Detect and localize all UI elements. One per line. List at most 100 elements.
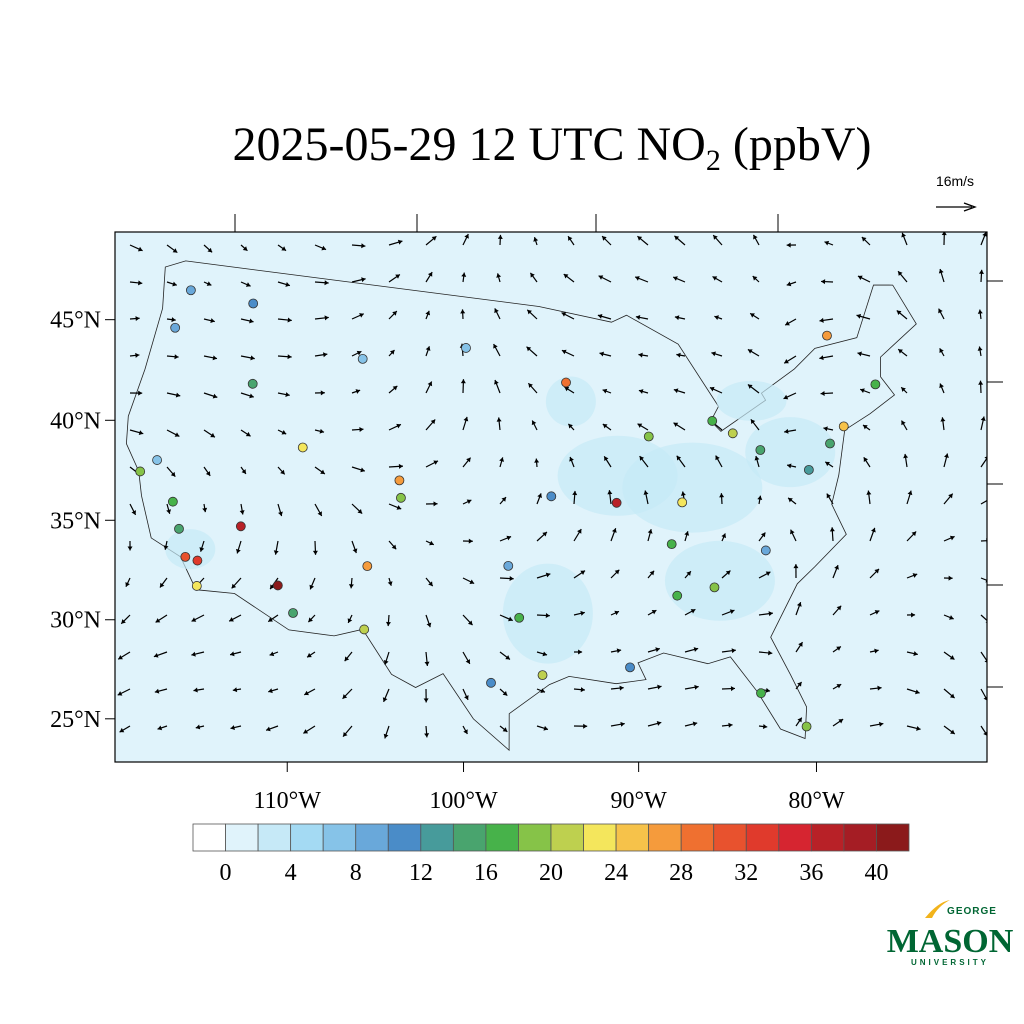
wind-arrow-head (655, 647, 660, 653)
wind-arrow-head (494, 308, 499, 314)
colorbar-box (680, 823, 715, 852)
wind-arrow-head (948, 493, 953, 499)
colorbar-box (290, 823, 324, 852)
wind-arrow-head (273, 550, 279, 555)
wind-arrow (461, 272, 467, 283)
wind-arrow-head (207, 247, 213, 253)
wind-arrow-head (493, 343, 498, 349)
wind-arrow-head (466, 457, 471, 463)
wind-arrow (536, 651, 548, 657)
wind-arrow (824, 240, 834, 246)
wind-arrow-head (898, 349, 903, 354)
wind-arrow (901, 232, 908, 246)
wind-arrow (758, 611, 773, 617)
wind-arrow (314, 352, 328, 358)
wind-arrow (721, 686, 736, 692)
wind-arrow (388, 540, 397, 550)
wind-arrow (906, 490, 913, 505)
wind-arrow-head (602, 424, 608, 429)
wind-arrow (119, 725, 131, 733)
wind-arrow (758, 650, 773, 656)
wind-arrow (240, 466, 247, 475)
wind-arrow (314, 503, 323, 517)
wind-arrow-head (527, 309, 532, 315)
colorbar-tick-label: 0 (220, 860, 232, 886)
wind-arrow-head (977, 309, 983, 314)
wind-arrow-head (788, 497, 793, 503)
wind-arrow (499, 457, 505, 468)
wind-arrow-head (765, 687, 771, 693)
wind-arrow-head (604, 456, 609, 461)
wind-arrow (859, 388, 871, 394)
wind-arrow-head (747, 384, 753, 389)
wind-arrow (166, 354, 179, 360)
wind-arrow-head (425, 346, 431, 351)
station (838, 421, 849, 432)
wind-arrow-head (121, 619, 126, 624)
wind-arrow-head (747, 349, 753, 354)
wind-arrow-head (172, 281, 177, 287)
wind-arrow (637, 423, 649, 431)
wind-arrow (166, 392, 181, 398)
wind-arrow-head (322, 352, 328, 358)
wind-arrow-head (715, 455, 720, 461)
wind-arrow-head (324, 280, 329, 286)
wind-arrow (940, 417, 946, 431)
wind-arrow-head (425, 310, 431, 316)
station (707, 416, 718, 426)
wind-arrow-head (463, 729, 468, 735)
wind-arrow-head (820, 390, 825, 396)
wind-arrow-shaft (980, 540, 987, 542)
wind-arrow-head (166, 509, 172, 514)
wind-arrow (573, 723, 588, 729)
wind-arrow-head (509, 576, 514, 582)
wind-arrow-head (210, 432, 215, 438)
wind-arrow-head (540, 688, 546, 694)
wind-arrow (639, 455, 649, 468)
wind-arrow-head (714, 315, 719, 321)
wind-arrow (938, 268, 945, 283)
wind-arrow-head (199, 547, 205, 552)
wind-arrow-head (838, 719, 844, 724)
wind-arrow (230, 725, 242, 730)
wind-arrow-head (191, 651, 196, 657)
colorbar-box (550, 823, 584, 852)
wind-arrow-head (154, 688, 160, 694)
wind-arrow (943, 575, 953, 581)
wind-arrow-head (657, 684, 662, 690)
wind-arrow (277, 503, 283, 517)
wind-arrow-head (138, 430, 144, 436)
wind-arrow-head (241, 469, 246, 474)
concentration-patch (664, 540, 775, 621)
station (170, 322, 181, 333)
wind-arrow (129, 352, 140, 358)
wind-arrow-head (911, 612, 916, 618)
wind-arrow-head (463, 416, 469, 422)
wind-arrow (163, 540, 169, 550)
station (174, 523, 184, 534)
wind-arrow-head (467, 620, 473, 626)
station (760, 545, 771, 556)
wind-arrow (303, 725, 316, 734)
wind-arrow (239, 503, 245, 515)
wind-arrow-head (465, 659, 471, 664)
wind-arrow-head (460, 379, 466, 384)
colorbar-box (452, 823, 487, 852)
wind-arrow (832, 645, 842, 653)
wind-arrow-head (427, 272, 433, 277)
wind-arrow (277, 466, 286, 475)
wind-arrow (388, 349, 395, 357)
wind-arrow (462, 725, 468, 735)
station (192, 555, 203, 566)
wind-arrow (573, 570, 586, 579)
wind-arrow-head (684, 531, 690, 536)
wind-arrow-head (673, 276, 678, 281)
wind-arrow-head (564, 387, 570, 392)
wind-arrow (425, 419, 436, 431)
wind-arrow (857, 351, 871, 357)
wind-arrow (351, 243, 366, 249)
wind-arrow-head (752, 276, 758, 281)
wind-reference-label: 16m/s (936, 173, 974, 189)
wind-arrow-head (249, 393, 254, 399)
wind-arrow (269, 651, 279, 657)
